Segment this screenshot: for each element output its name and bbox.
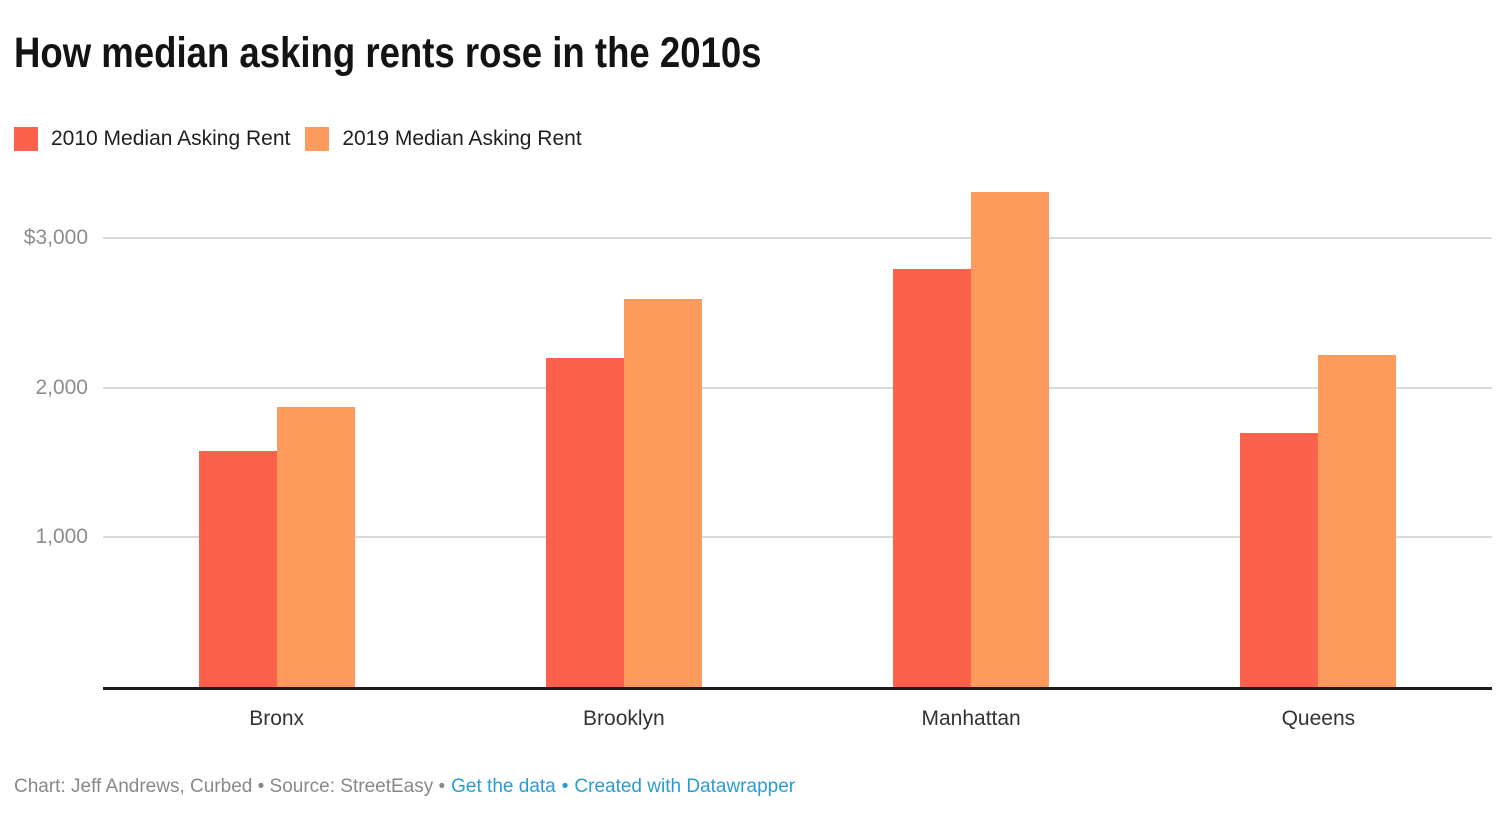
attribution: Chart: Jeff Andrews, Curbed • Source: St… [14,775,795,799]
legend-label-2010: 2010 Median Asking Rent [51,127,291,150]
legend-label-2019: 2019 Median Asking Rent [342,127,582,150]
x-category-label-brooklyn: Brooklyn [583,707,665,730]
datawrapper-link[interactable]: Created with Datawrapper [574,776,796,797]
x-axis-line [103,687,1492,690]
bar-brooklyn-2019[interactable] [623,299,702,687]
horizontal-gridline [103,237,1492,239]
legend: 2010 Median Asking Rent 2019 Median Aski… [14,127,582,151]
x-category-label-queens: Queens [1281,707,1356,730]
get-the-data-link[interactable]: Get the data [451,776,556,797]
y-axis-tick-label: 2,000 [35,375,88,399]
bar-brooklyn-2010[interactable] [545,357,624,687]
bar-manhattan-2010[interactable] [893,268,972,687]
legend-swatch-2019-icon [305,127,330,151]
bar-queens-2010[interactable] [1240,432,1319,687]
legend-item-2010: 2010 Median Asking Rent [14,127,290,151]
x-category-label-bronx: Bronx [249,707,305,730]
chart-title: How median asking rents rose in the 2010… [14,29,762,77]
bar-bronx-2019[interactable] [276,407,355,687]
bar-manhattan-2019[interactable] [971,191,1050,687]
bar-queens-2019[interactable] [1318,354,1397,687]
y-axis-tick-label: $3,000 [23,226,88,249]
attribution-separator: • [561,776,569,797]
horizontal-gridline [103,386,1492,389]
horizontal-gridline [103,536,1492,539]
y-axis-tick-label: 1,000 [35,525,88,549]
bar-bronx-2010[interactable] [198,451,277,687]
legend-swatch-2010-icon [14,127,38,151]
legend-item-2019: 2019 Median Asking Rent [305,127,582,151]
attribution-text: Chart: Jeff Andrews, Curbed • Source: St… [14,776,446,797]
x-category-label-manhattan: Manhattan [921,707,1021,730]
